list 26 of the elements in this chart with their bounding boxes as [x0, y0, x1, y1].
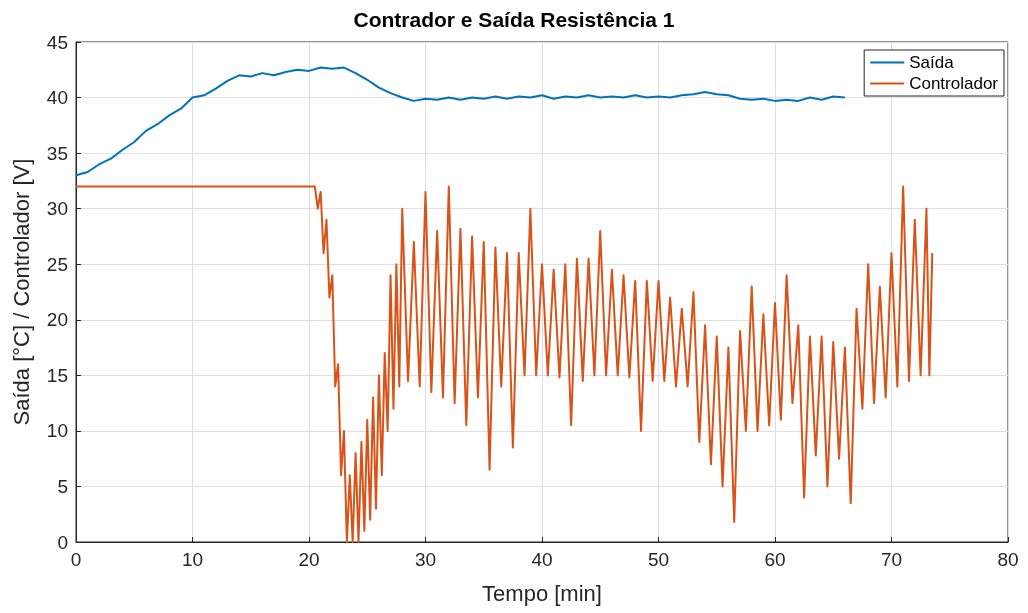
x-axis-title: Tempo [min]	[482, 580, 602, 606]
chart-title: Contrador e Saída Resistência 1	[353, 8, 675, 31]
y-tick-label: 20	[46, 309, 68, 331]
x-tick-label: 50	[647, 549, 670, 570]
y-tick-label: 15	[46, 364, 68, 386]
y-tick-label: 5	[57, 475, 68, 497]
x-tick-label: 80	[997, 549, 1019, 570]
line-series	[75, 66, 846, 177]
y-tick-label: 35	[46, 142, 68, 164]
y-tick-label: 10	[46, 420, 68, 442]
y-tick-label: 45	[46, 31, 68, 53]
x-tick-label: 60	[764, 549, 786, 570]
y-tick-label: 30	[46, 198, 68, 220]
y-axis-title: Saída [°C] / Controlador [V]	[8, 158, 34, 426]
legend-label: Saída	[909, 53, 955, 72]
x-tick-label: 70	[880, 549, 903, 570]
line-series	[75, 185, 934, 543]
x-tick-label: 10	[181, 549, 204, 570]
legend-label: Controlador	[909, 74, 999, 93]
x-tick-label: 40	[531, 549, 553, 570]
y-tick-label: 40	[46, 87, 68, 109]
x-tick-label: 20	[298, 549, 320, 570]
y-tick-label: 0	[57, 531, 68, 553]
y-tick-label: 25	[46, 253, 68, 275]
x-tick-label: 30	[414, 549, 437, 570]
x-tick-label: 0	[70, 549, 82, 570]
